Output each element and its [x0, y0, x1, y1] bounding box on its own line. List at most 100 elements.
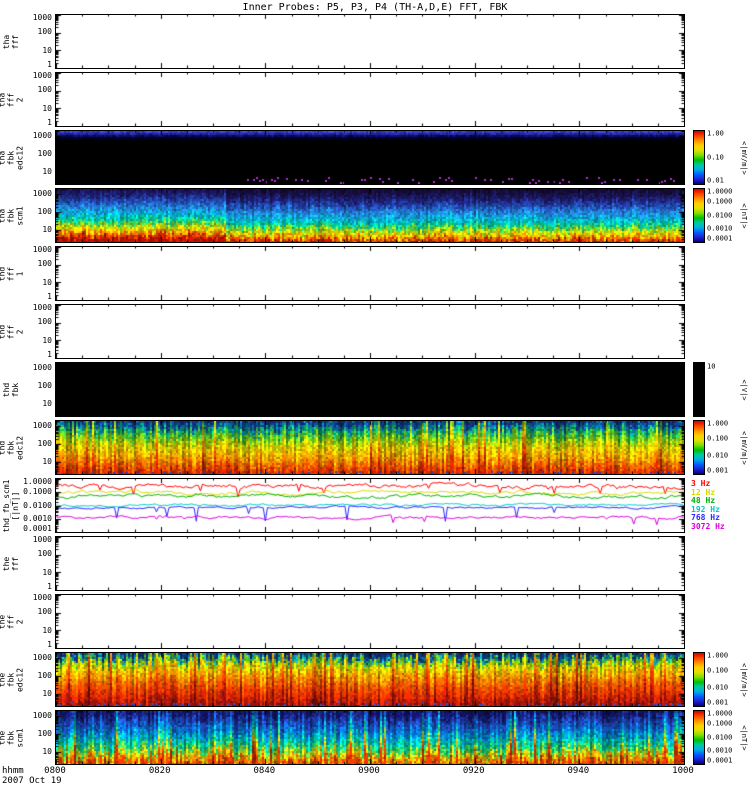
- y-tick-label: 10: [42, 625, 52, 635]
- y-axis-thd-fff-2: thd fff 2 1000 100 10 1: [0, 304, 55, 359]
- legend-3-hz: 3 Hz: [691, 479, 711, 488]
- y-tick-label: 10: [42, 747, 52, 757]
- y-axis-thd-fbk-edc12: thd fbk edc12 1000 100 10: [0, 420, 55, 475]
- y-tick-label: 0.0001: [23, 524, 52, 533]
- colorbar-tick-label: 0.0001: [707, 756, 733, 765]
- colorbar-tick-label: 1.00: [707, 129, 724, 138]
- colorbar-tick-label: 10: [707, 362, 716, 371]
- plot-canvas-the-fbk-edc12: [56, 653, 684, 706]
- y-tick-label: 1: [47, 350, 52, 359]
- right-margin-the-fbk-scm1: 1.0000 0.1000 0.0100 0.0010 0.0001 <|nT|>: [685, 710, 750, 765]
- colorbar-tick-label: 1.0000: [707, 709, 733, 718]
- colorbar-unit-label: <|mV/m|>: [740, 140, 748, 175]
- y-tick-label: 1: [47, 60, 52, 69]
- y-tick-label: 10: [42, 167, 52, 177]
- y-tick-label: 1000: [32, 535, 52, 544]
- y-tick-label: 1000: [32, 362, 52, 372]
- right-margin-tha-fbk-scm1: 1.0000 0.1000 0.0100 0.0010 0.0001 <|nT|>: [685, 188, 750, 243]
- y-tick-label: 1000: [32, 130, 52, 140]
- plot-canvas-tha-fbk-scm1: [56, 189, 684, 242]
- colorbar-tick-label: 0.0010: [707, 224, 733, 233]
- plot-tha-fff: [55, 14, 685, 69]
- legend-192-hz: 192 Hz: [691, 504, 720, 514]
- y-axis-tha-fff-2: tha fff 2 1000 100 10 1: [0, 72, 55, 127]
- colorbar-tick-label: 0.1000: [707, 197, 733, 206]
- right-margin-thd-fff-1: [685, 246, 750, 301]
- y-tick-label: 1: [47, 640, 52, 649]
- y-tick-label: 1000: [32, 710, 52, 720]
- y-axis-thd-fbk: thd fbk 1000 100 10: [0, 362, 55, 417]
- plot-canvas-the-fff: [56, 537, 684, 590]
- y-axis-the-fbk-edc12: the fbk edc12 1000 100 10: [0, 652, 55, 707]
- right-margin-the-fbk-edc12: 1.000 0.100 0.010 0.001 <|mV/m|>: [685, 652, 750, 707]
- y-axis-tha-fff: tha fff 1000 100 10 1: [0, 14, 55, 69]
- y-tick-label: 10: [42, 45, 52, 55]
- colorbar-tick-label: 1.000: [707, 419, 729, 428]
- plot-canvas-thd-fbk-edc12: [56, 421, 684, 474]
- y-tick-label: 1000: [32, 420, 52, 430]
- colorbar-tick-label: 0.0100: [707, 211, 733, 219]
- plot-canvas-thd-fff-2: [56, 305, 684, 358]
- right-margin-thd-fbk-edc12: 1.000 0.100 0.010 0.001 <|mV/m|>: [685, 420, 750, 475]
- plot-canvas-thd-fbk: [56, 363, 684, 416]
- plot-canvas-thd-fb-scm1: [56, 479, 684, 532]
- x-tick-label: 0840: [253, 766, 276, 776]
- legend-48-hz: 48 Hz: [691, 496, 716, 505]
- panel-the-fbk-scm1: the fbk scm1 1000 100 10 1.0000 0.1000 0.0100 0…: [0, 710, 750, 765]
- right-margin-the-fff: [685, 536, 750, 591]
- colorbar-unit-label: <|V|>: [740, 378, 748, 401]
- panel-thd-fff-1: thd fff 1 1000 100 10 1: [0, 246, 750, 301]
- y-tick-label: 100: [37, 438, 52, 448]
- panel-thd-fff-2: thd fff 2 1000 100 10 1: [0, 304, 750, 359]
- plot-the-fbk-scm1: [55, 710, 685, 765]
- plot-canvas-thd-fff-1: [56, 247, 684, 300]
- panel-thd-fbk: thd fbk 1000 100 10 10 <|V|>: [0, 362, 750, 417]
- y-tick-label: 100: [37, 670, 52, 680]
- y-axis-thd-fff-1: thd fff 1 1000 100 10 1: [0, 246, 55, 301]
- colorbar-thd-fbk: [693, 362, 705, 417]
- colorbar-tick-label: 0.100: [707, 434, 729, 443]
- plot-tha-fbk-edc12: [55, 130, 685, 185]
- colorbar-tha-fbk-scm1: [693, 188, 705, 243]
- x-tick-label: 0900: [358, 766, 380, 776]
- panel-thd-fbk-edc12: thd fbk edc12 1000 100 10 1.000 0.100 0.010 0.0…: [0, 420, 750, 475]
- plot-thd-fff-2: [55, 304, 685, 359]
- x-axis-units-label: hhmm: [2, 766, 24, 776]
- panel-tha-fbk-edc12: tha fbk edc12 1000 100 10 1.00 0.10 0.01 <|mV/m…: [0, 130, 750, 185]
- panel-the-fff: the fff 1000 100 10 1: [0, 536, 750, 591]
- y-tick-label: 1000: [32, 652, 52, 662]
- y-tick-label: 100: [37, 206, 52, 216]
- panel-thd-fb-scm1: thd_fb_scm1 [|nT|] 1.0000 0.1000 0.0100 0.00…: [0, 478, 750, 533]
- y-tick-label: 10: [42, 277, 52, 287]
- y-tick-label: 100: [37, 728, 52, 738]
- y-axis-tha-fbk-edc12: tha fbk edc12 1000 100 10: [0, 130, 55, 185]
- plot-the-fff-2: [55, 594, 685, 649]
- right-margin-thd-fbk: 10 <|V|>: [685, 362, 750, 417]
- legend-12-hz: 12 Hz: [691, 487, 716, 497]
- colorbar-unit-label: <|mV/m|>: [740, 430, 748, 465]
- colorbar-tick-label: 0.0010: [707, 746, 733, 755]
- colorbar-the-fbk-edc12: [693, 652, 705, 707]
- y-tick-label: 10: [42, 567, 52, 577]
- colorbar-tha-fbk-edc12: [693, 130, 705, 185]
- colorbar-tick-label: 0.10: [707, 153, 724, 161]
- y-tick-label: 100: [37, 380, 52, 390]
- legend-768-hz: 768 Hz: [691, 513, 720, 522]
- x-tick-label: 0800: [44, 766, 66, 776]
- y-tick-label: 0.0010: [23, 514, 52, 524]
- plot-tha-fbk-scm1: [55, 188, 685, 243]
- plot-thd-fff-1: [55, 246, 685, 301]
- y-tick-label: 1.0000: [23, 477, 52, 486]
- plot-canvas-tha-fff: [56, 15, 684, 68]
- y-axis-thd-fb-scm1: thd_fb_scm1 [|nT|] 1.0000 0.1000 0.0100 0.00…: [0, 478, 55, 533]
- colorbar-unit-label: <|nT|>: [740, 202, 748, 229]
- y-tick-label: 1: [47, 118, 52, 127]
- colorbar-the-fbk-scm1: [693, 710, 705, 765]
- colorbar-tick-label: 0.01: [707, 176, 724, 185]
- panel-the-fbk-edc12: the fbk edc12 1000 100 10 1.000 0.100 0.010 0.0…: [0, 652, 750, 707]
- right-margin-the-fff-2: [685, 594, 750, 649]
- colorbar-tick-label: 0.100: [707, 666, 729, 675]
- panel-the-fff-2: the fff 2 1000 100 10 1: [0, 594, 750, 649]
- y-tick-label: 10: [42, 335, 52, 345]
- plot-thd-fbk-edc12: [55, 420, 685, 475]
